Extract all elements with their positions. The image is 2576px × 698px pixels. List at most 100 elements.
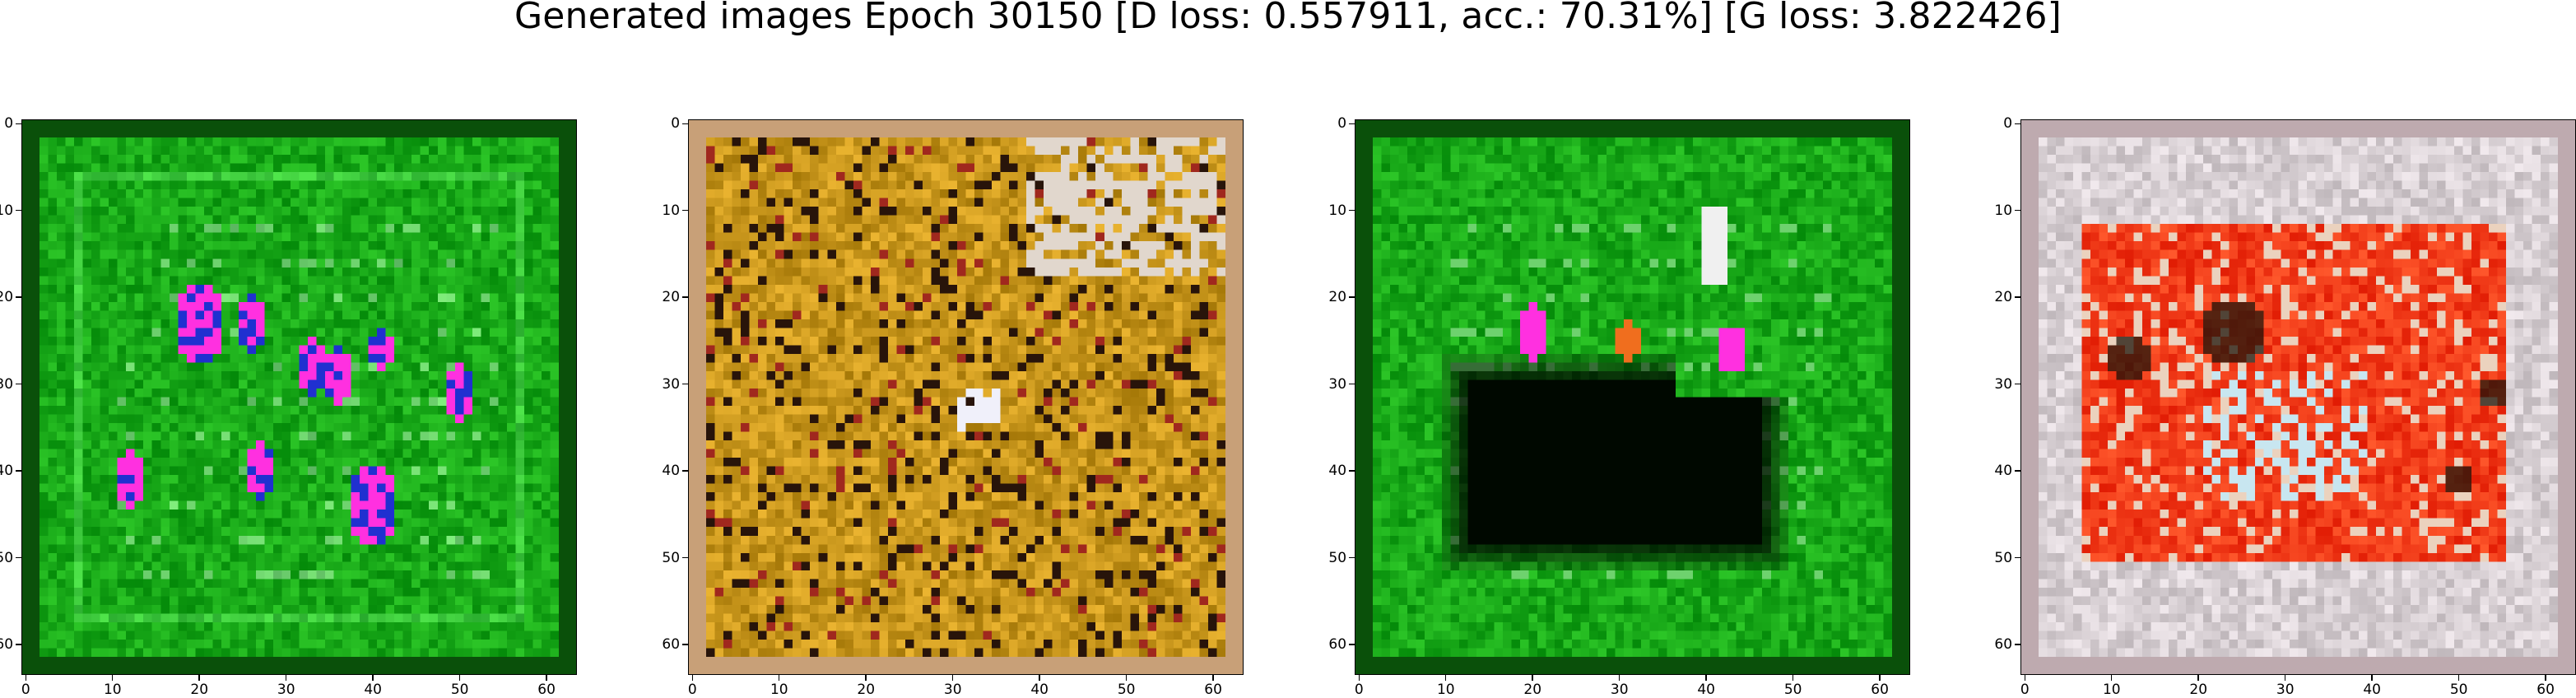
y-tick-label: 0 (2003, 117, 2012, 131)
y-tick (682, 296, 688, 298)
x-tick-label: 60 (2536, 683, 2555, 697)
y-tick (682, 384, 688, 385)
y-tick-label: 50 (662, 551, 680, 565)
figure-title: Generated images Epoch 30150 [D loss: 0.… (0, 0, 2576, 37)
image-panel-1 (21, 119, 577, 675)
y-tick (16, 384, 21, 385)
x-tick (1705, 675, 1707, 681)
y-tick-label: 60 (1328, 638, 1346, 652)
y-tick-label: 10 (0, 204, 13, 218)
x-tick-label: 10 (2103, 683, 2121, 697)
x-tick (865, 675, 867, 681)
x-tick (286, 675, 287, 681)
x-tick (1445, 675, 1447, 681)
y-tick (682, 557, 688, 559)
y-tick-label: 40 (1994, 464, 2012, 478)
image-panel-4 (2020, 119, 2576, 675)
x-tick (112, 675, 114, 681)
x-tick (1532, 675, 1533, 681)
y-tick-label: 50 (1994, 551, 2012, 565)
x-tick-label: 10 (770, 683, 788, 697)
y-tick-label: 0 (1337, 117, 1346, 131)
x-tick-label: 30 (277, 683, 295, 697)
x-tick-label: 30 (1611, 683, 1629, 697)
x-tick (779, 675, 780, 681)
y-tick (1349, 296, 1355, 298)
y-tick-label: 40 (1328, 464, 1346, 478)
y-tick-label: 30 (0, 378, 13, 392)
image-panel-3 (1355, 119, 1910, 675)
generated-image-1 (22, 120, 576, 674)
x-tick-label: 30 (944, 683, 962, 697)
y-tick (682, 210, 688, 212)
generated-image-4 (2021, 120, 2575, 674)
y-tick-label: 0 (671, 117, 680, 131)
image-panel-2 (688, 119, 1244, 675)
y-tick (2015, 296, 2020, 298)
x-tick-label: 60 (1871, 683, 1889, 697)
y-tick-label: 20 (662, 291, 680, 305)
x-tick (1793, 675, 1794, 681)
x-tick-label: 40 (1697, 683, 1715, 697)
x-tick-label: 30 (2276, 683, 2295, 697)
x-tick-label: 10 (104, 683, 122, 697)
y-tick (682, 644, 688, 645)
y-tick-label: 30 (1994, 378, 2012, 392)
y-tick-label: 10 (662, 204, 680, 218)
x-tick-label: 10 (1437, 683, 1455, 697)
y-tick-label: 40 (662, 464, 680, 478)
x-tick (1212, 675, 1214, 681)
x-tick (1619, 675, 1620, 681)
x-tick (2197, 675, 2199, 681)
x-tick (692, 675, 694, 681)
y-tick (16, 470, 21, 472)
y-tick (682, 123, 688, 125)
x-tick (1039, 675, 1040, 681)
x-tick-label: 60 (1204, 683, 1222, 697)
generated-image-3 (1355, 120, 1909, 674)
y-tick (1349, 123, 1355, 125)
x-tick-label: 0 (2020, 683, 2030, 697)
generated-image-2 (689, 120, 1243, 674)
y-tick (1349, 644, 1355, 645)
x-tick (1359, 675, 1360, 681)
x-tick-label: 0 (21, 683, 30, 697)
y-tick-label: 60 (0, 638, 13, 652)
y-tick (16, 123, 21, 125)
y-tick-label: 10 (1328, 204, 1346, 218)
x-tick (2545, 675, 2546, 681)
x-tick (1879, 675, 1881, 681)
x-tick-label: 60 (537, 683, 556, 697)
y-tick (2015, 123, 2020, 125)
y-tick (2015, 210, 2020, 212)
x-tick (1126, 675, 1128, 681)
y-tick-label: 20 (1328, 291, 1346, 305)
x-tick-label: 40 (364, 683, 382, 697)
y-tick (2015, 470, 2020, 472)
y-tick-label: 20 (0, 291, 13, 305)
y-tick-label: 30 (1328, 378, 1346, 392)
x-tick (2285, 675, 2286, 681)
x-tick-label: 50 (1784, 683, 1802, 697)
x-tick (2111, 675, 2113, 681)
y-tick (2015, 384, 2020, 385)
y-tick-label: 60 (1994, 638, 2012, 652)
x-tick (2458, 675, 2460, 681)
x-tick-label: 50 (2450, 683, 2468, 697)
x-tick-label: 40 (1030, 683, 1049, 697)
y-tick (16, 210, 21, 212)
x-tick-label: 0 (1355, 683, 1364, 697)
y-tick-label: 40 (0, 464, 13, 478)
y-tick (1349, 557, 1355, 559)
x-tick-label: 20 (1523, 683, 1541, 697)
y-tick (1349, 210, 1355, 212)
x-tick (459, 675, 461, 681)
x-tick (952, 675, 954, 681)
y-tick-label: 60 (662, 638, 680, 652)
y-tick-label: 50 (1328, 551, 1346, 565)
x-tick-label: 20 (2189, 683, 2207, 697)
y-tick (682, 470, 688, 472)
y-tick (1349, 384, 1355, 385)
x-tick-label: 40 (2363, 683, 2381, 697)
y-tick-label: 30 (662, 378, 680, 392)
